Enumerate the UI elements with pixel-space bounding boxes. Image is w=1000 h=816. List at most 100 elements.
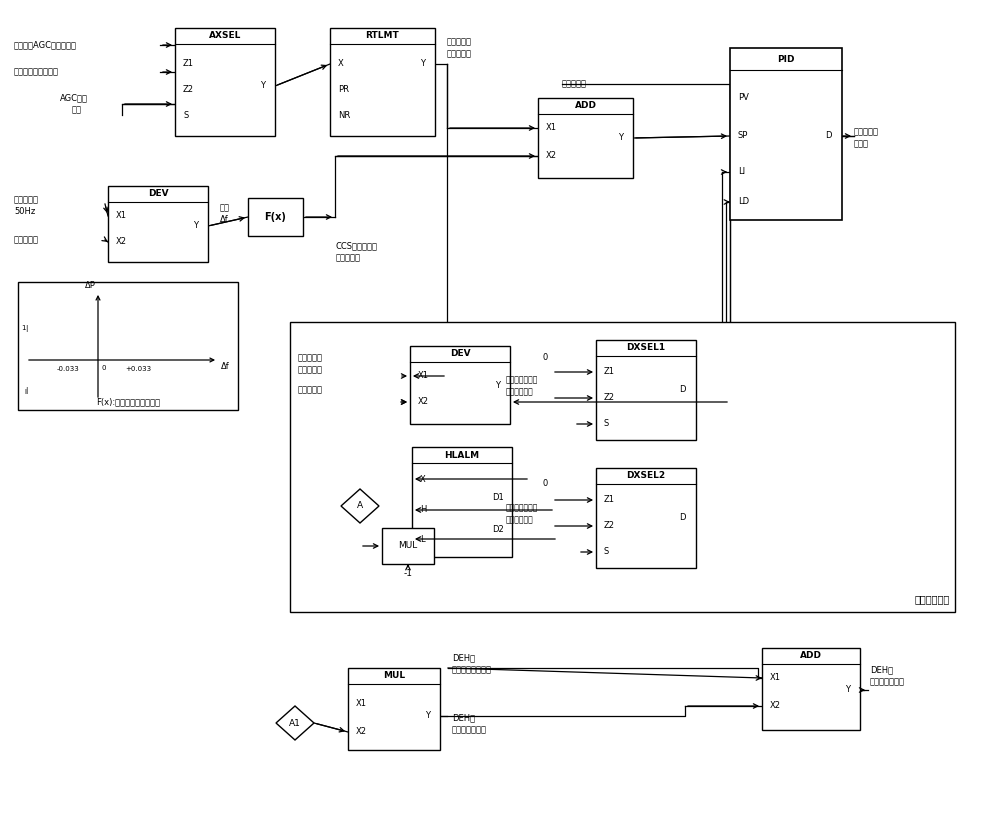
Bar [290,322,955,612]
Text: SP: SP [738,131,748,140]
Text: Y: Y [425,712,430,721]
Text: A: A [357,502,363,511]
Text: HLALM: HLALM [444,450,480,459]
Text: 0: 0 [543,480,548,489]
Text: 输出值: 输出值 [854,140,869,149]
Bar [596,468,696,568]
Text: 阀门开度指令值: 阀门开度指令值 [870,677,905,686]
Text: X2: X2 [116,237,127,246]
Text: S: S [604,548,609,557]
Bar [330,28,435,136]
Text: 人工设定负荷指令值: 人工设定负荷指令值 [14,68,59,77]
Text: Z2: Z2 [604,521,615,530]
Text: Y: Y [618,134,623,143]
Text: 频差: 频差 [220,203,230,212]
Text: Y: Y [845,685,850,694]
Polygon shape [276,706,314,740]
Text: DXSEL2: DXSEL2 [626,472,666,481]
Text: Y: Y [495,382,500,391]
Text: F(x): F(x) [265,212,286,222]
Text: CCS侧一次调频: CCS侧一次调频 [336,242,378,251]
Text: 负荷指令值: 负荷指令值 [447,50,472,59]
Text: Δf: Δf [220,215,229,224]
Text: Z1: Z1 [183,60,194,69]
Text: 速率限制后: 速率限制后 [447,38,472,47]
Text: ΔP: ΔP [85,281,96,290]
Text: MUL: MUL [398,542,418,551]
Text: AGC方式: AGC方式 [60,94,88,103]
Text: X: X [420,474,426,484]
Text: PR: PR [338,86,349,95]
Bar [348,668,440,750]
Text: 功率补偿量: 功率补偿量 [336,254,361,263]
Text: X1: X1 [770,673,781,682]
Text: 负荷指令值: 负荷指令值 [298,366,323,375]
Text: DEH侧: DEH侧 [870,666,893,675]
Text: Z1: Z1 [604,367,615,376]
Text: Δf: Δf [221,362,230,371]
Text: PID: PID [777,55,795,64]
Text: D: D [680,385,686,394]
Text: 负荷实测值: 负荷实测值 [298,385,323,394]
Text: X2: X2 [418,397,429,406]
Text: 阀门开度变化量: 阀门开度变化量 [452,725,487,734]
Text: X1: X1 [418,371,429,380]
Text: RTLMT: RTLMT [366,32,399,41]
Polygon shape [341,489,379,523]
Text: X1: X1 [356,699,367,708]
Bar [108,186,208,262]
Text: DEH侧: DEH侧 [452,654,475,663]
Text: Z2: Z2 [604,393,615,402]
Text: |: | [25,326,27,332]
Text: Z2: Z2 [183,86,194,95]
Text: NR: NR [338,112,350,121]
Text: D1: D1 [492,493,504,502]
Text: DEV: DEV [450,349,470,358]
Text: D: D [680,513,686,522]
Bar [248,198,303,236]
Text: D: D [826,131,832,140]
Text: |: | [25,388,27,394]
Text: S: S [183,112,188,121]
Text: X1: X1 [546,123,557,132]
Text: LI: LI [738,167,745,176]
Text: 50Hz: 50Hz [14,206,35,215]
Bar [18,282,238,410]
Bar [762,648,860,730]
Bar [596,340,696,440]
Text: +0.033: +0.033 [125,366,151,372]
Text: 负荷实测值: 负荷实测值 [562,79,587,88]
Bar [410,346,510,424]
Text: X2: X2 [770,702,781,711]
Text: A1: A1 [289,719,301,728]
Text: 调度下发AGC负荷指令值: 调度下发AGC负荷指令值 [14,41,77,50]
Text: DXSEL1: DXSEL1 [626,344,666,353]
Text: DEV: DEV [148,189,168,198]
Text: MUL: MUL [383,672,405,681]
Text: -0.033: -0.033 [57,366,79,372]
Text: L: L [420,534,425,543]
Text: X2: X2 [546,152,557,161]
Text: 优化控制逻辑: 优化控制逻辑 [915,594,950,604]
Bar [730,48,842,220]
Text: 机组增负荷且一: 机组增负荷且一 [506,375,538,384]
Text: 原阀门开度指令值: 原阀门开度指令值 [452,666,492,675]
Text: S: S [604,419,609,428]
Text: 0: 0 [543,353,548,362]
Text: 汽轮机控制: 汽轮机控制 [854,127,879,136]
Text: 0: 0 [102,365,106,371]
Text: 1: 1 [22,325,26,331]
Text: Z1: Z1 [604,495,615,504]
Text: H: H [420,505,426,515]
Text: LD: LD [738,197,749,206]
Text: l: l [24,389,26,395]
Text: F(x):一次调频补偿量函数: F(x):一次调频补偿量函数 [96,397,160,406]
Bar [382,528,434,564]
Bar [412,447,512,557]
Bar [538,98,633,178]
Text: 频率标准值: 频率标准值 [14,196,39,205]
Text: 机组减负荷且一: 机组减负荷且一 [506,503,538,512]
Text: Y: Y [193,221,198,230]
Text: AXSEL: AXSEL [209,32,241,41]
Text: Y: Y [420,60,425,69]
